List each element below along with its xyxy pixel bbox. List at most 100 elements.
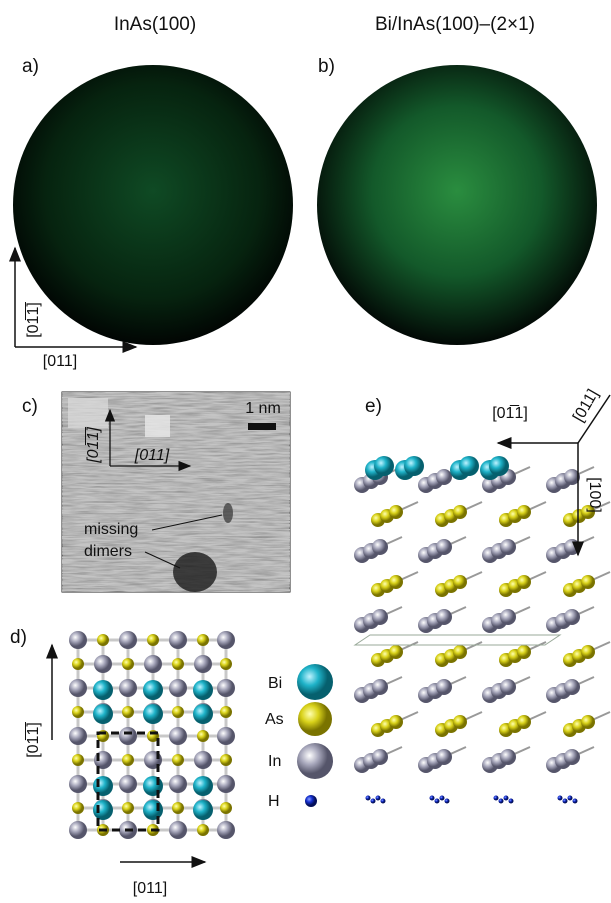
in-atom [564, 679, 580, 695]
legend-sphere [297, 664, 333, 700]
bi-atom [93, 800, 113, 820]
as-atom [122, 658, 134, 670]
as-atom [122, 802, 134, 814]
side-view-model [354, 456, 610, 804]
as-atom [453, 505, 467, 519]
as-atom [220, 658, 232, 670]
h-atom [371, 799, 376, 804]
in-atom [69, 727, 87, 745]
as-atom [517, 575, 531, 589]
panel-label: e) [365, 396, 382, 417]
in-atom [144, 655, 162, 673]
as-atom [72, 754, 84, 766]
in-atom [217, 679, 235, 697]
bi-atom [193, 704, 213, 724]
in-atom [119, 727, 137, 745]
axis-label: [100] [586, 477, 603, 513]
in-atom [500, 679, 516, 695]
in-atom [169, 631, 187, 649]
in-atom [119, 679, 137, 697]
h-atom [435, 799, 440, 804]
bi-atom [93, 680, 113, 700]
panel-label: c) [22, 396, 38, 417]
bi-atom [193, 800, 213, 820]
in-atom [500, 609, 516, 625]
panel-title: InAs(100) [114, 14, 196, 35]
legend-label: In [268, 753, 281, 770]
as-atom [220, 706, 232, 718]
page: {"panels": [ {"label": "a)", "title": "I… [0, 0, 611, 903]
as-atom [453, 715, 467, 729]
h-atom [504, 796, 509, 801]
panel-label: b) [318, 56, 335, 77]
as-atom [72, 706, 84, 718]
as-atom [517, 645, 531, 659]
as-atom [147, 634, 159, 646]
in-atom [372, 539, 388, 555]
in-atom [69, 679, 87, 697]
bi-atom [93, 704, 113, 724]
panel-title: Bi/InAs(100)–(2×1) [375, 14, 535, 35]
h-atom [573, 799, 578, 804]
in-atom [94, 655, 112, 673]
axis-label: [01̅1̅] [84, 427, 102, 464]
stm-feature [145, 415, 170, 437]
in-atom [119, 631, 137, 649]
in-atom [119, 775, 137, 793]
bi-atom [404, 456, 424, 476]
legend-label: Bi [268, 675, 282, 692]
in-atom [500, 539, 516, 555]
in-atom [372, 679, 388, 695]
axis-label: [011] [570, 387, 602, 425]
as-atom [389, 715, 403, 729]
body: InAs(100) Bi/InAs(100)–(2×1) a) b) c) d)… [0, 0, 611, 903]
legend-sphere [305, 795, 317, 807]
as-atom [72, 658, 84, 670]
h-atom [440, 796, 445, 801]
in-atom [564, 609, 580, 625]
as-atom [220, 802, 232, 814]
bi-atom [193, 776, 213, 796]
h-atom [509, 799, 514, 804]
in-atom [69, 821, 87, 839]
axis-label: [01̅1̅] [24, 722, 42, 758]
leed-pattern-b [317, 65, 597, 345]
as-atom [197, 634, 209, 646]
as-atom [453, 575, 467, 589]
in-atom [194, 655, 212, 673]
h-atom [558, 796, 563, 801]
axis-label: [011] [134, 447, 170, 464]
in-atom [217, 775, 235, 793]
h-atom [494, 796, 499, 801]
in-atom [169, 821, 187, 839]
scale-bar-label: 1 nm [245, 400, 281, 417]
in-atom [69, 775, 87, 793]
leed-screen [317, 65, 597, 345]
plane [355, 635, 560, 645]
as-atom [172, 754, 184, 766]
bi-atom [93, 776, 113, 796]
leed-pattern-a [13, 65, 293, 345]
legend-label: As [265, 711, 284, 728]
bi-atom [143, 776, 163, 796]
as-atom [389, 645, 403, 659]
bi-atom [374, 456, 394, 476]
in-atom [217, 821, 235, 839]
as-atom [197, 730, 209, 742]
in-atom [169, 727, 187, 745]
scale-bar [248, 423, 276, 430]
in-atom [436, 539, 452, 555]
as-atom [122, 754, 134, 766]
legend-sphere [297, 743, 333, 779]
h-atom [376, 796, 381, 801]
axis-label: [01̅1] [492, 404, 528, 422]
annotation: missing [84, 521, 138, 538]
panel-label: a) [22, 56, 39, 77]
h-atom [366, 796, 371, 801]
legend-label: H [268, 793, 280, 810]
bi-atom [143, 680, 163, 700]
in-atom [194, 751, 212, 769]
stm-defect [173, 552, 217, 592]
bi-atom [459, 456, 479, 476]
as-atom [172, 706, 184, 718]
